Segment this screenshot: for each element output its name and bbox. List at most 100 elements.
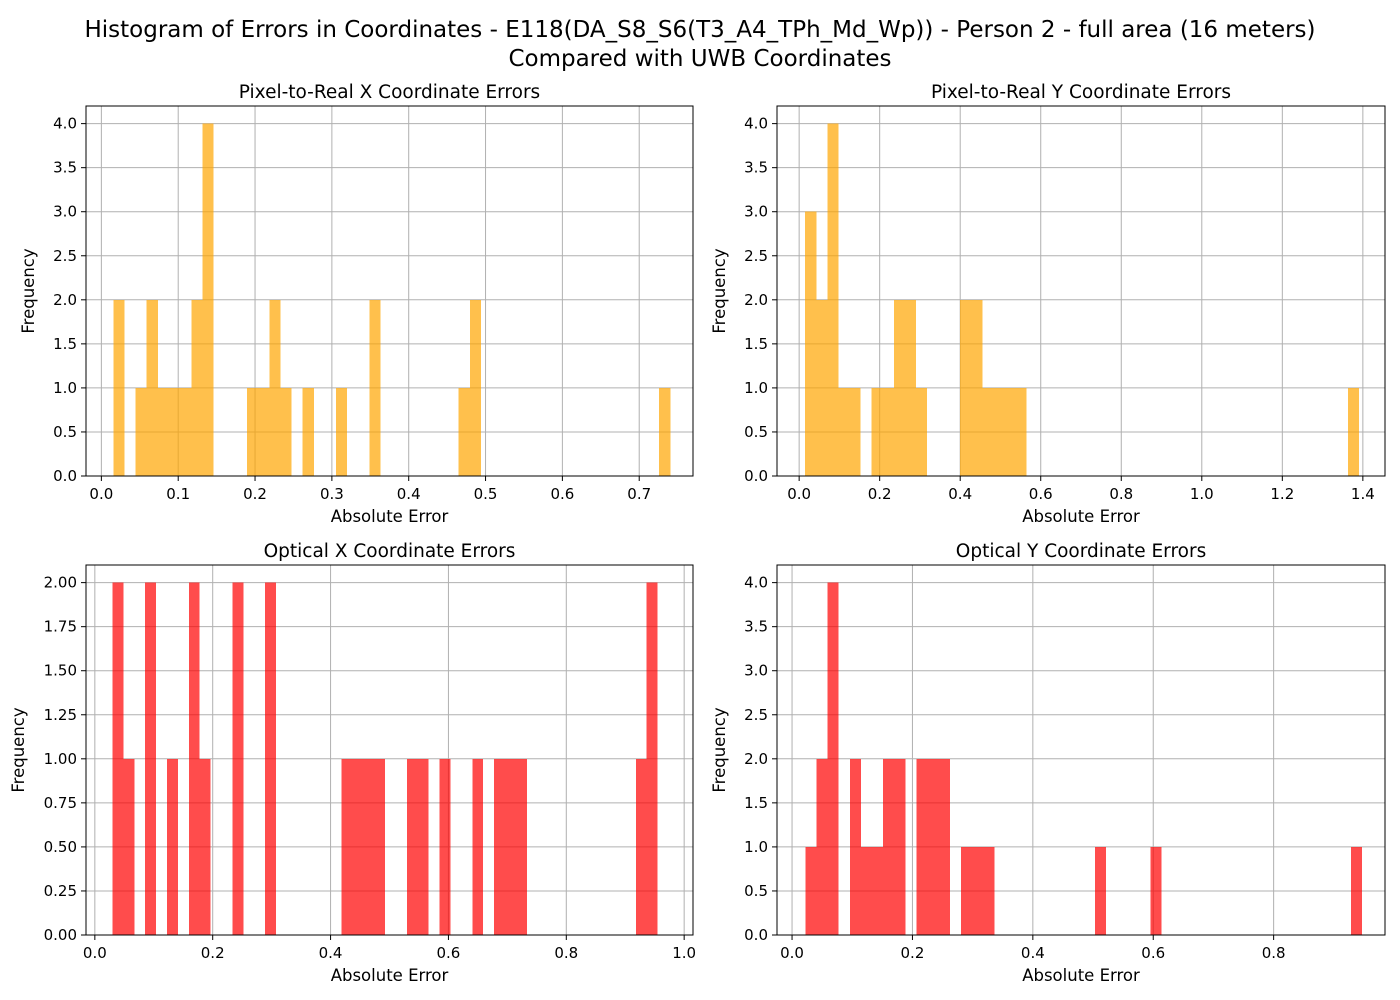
y-tick-label: 0.75 xyxy=(44,794,77,812)
histogram-bar xyxy=(417,758,429,935)
histogram-bar xyxy=(336,387,348,476)
histogram-bar xyxy=(341,758,353,935)
histogram-bar xyxy=(1150,846,1162,935)
y-tick-label: 0.5 xyxy=(744,882,768,900)
x-tick-label: 0.2 xyxy=(868,485,892,503)
x-axis-label: Absolute Error xyxy=(1022,507,1140,526)
x-tick-label: 0.4 xyxy=(1021,944,1045,962)
y-tick-label: 0.0 xyxy=(744,467,768,485)
y-tick-label: 2.5 xyxy=(53,247,77,265)
x-tick-label: 0.2 xyxy=(201,944,225,962)
histogram-bar xyxy=(916,758,928,935)
x-axis-label: Absolute Error xyxy=(1022,966,1140,985)
histogram-bar xyxy=(258,387,270,476)
histogram-bar xyxy=(265,582,277,935)
histogram-bar xyxy=(113,299,125,476)
y-tick-label: 0.0 xyxy=(53,467,77,485)
y-tick-label: 0.00 xyxy=(44,926,77,944)
y-tick-label: 4.0 xyxy=(53,115,77,133)
y-tick-label: 1.25 xyxy=(44,706,77,724)
histogram-bar xyxy=(960,299,972,476)
subplot-optical-x: 0.0 0.2 0.4 0.6 0.8 1.0 0.00 0.25 0.50 0.75 1.00 1.… xyxy=(9,541,696,985)
y-tick-label: 3.5 xyxy=(53,159,77,177)
x-tick-label: 0.1 xyxy=(166,485,190,503)
histogram-bar xyxy=(635,758,647,935)
y-tick-label: 1.5 xyxy=(53,335,77,353)
x-tick-label: 1.2 xyxy=(1270,485,1294,503)
histogram-bar xyxy=(232,582,244,935)
x-tick-label: 0.6 xyxy=(1029,485,1053,503)
histogram-bar xyxy=(180,387,192,476)
histogram-bar xyxy=(972,846,984,935)
subplot-title-pixel-to-real-y-coordinate-errors: Pixel-to-Real Y Coordinate Errors xyxy=(931,82,1231,103)
y-tick-label: 1.0 xyxy=(744,838,768,856)
axes-frame xyxy=(776,105,1386,477)
y-tick-label: 3.0 xyxy=(744,203,768,221)
y-tick-label: 1.5 xyxy=(744,794,768,812)
x-tick-label: 0.5 xyxy=(474,485,498,503)
histogram-bar xyxy=(971,299,983,476)
histogram-bar xyxy=(849,387,861,476)
histogram-bar xyxy=(369,299,381,476)
x-tick-label: 1.0 xyxy=(672,944,696,962)
y-tick-label: 0.5 xyxy=(744,423,768,441)
histogram-bar xyxy=(982,387,994,476)
histogram-bar xyxy=(1094,846,1106,935)
y-tick-label: 3.5 xyxy=(744,618,768,636)
y-axis-label: Frequency xyxy=(19,248,38,333)
histogram-bar xyxy=(827,582,839,935)
histogram-bar xyxy=(938,758,951,935)
y-tick-label: 3.0 xyxy=(53,203,77,221)
histogram-bar xyxy=(246,387,259,476)
axes-frame xyxy=(776,564,1386,936)
y-tick-label: 2.5 xyxy=(744,247,768,265)
x-tick-label: 0.0 xyxy=(83,944,107,962)
histogram-bar xyxy=(472,758,484,935)
x-axis-label: Absolute Error xyxy=(331,507,449,526)
histogram-bar xyxy=(505,758,516,935)
histogram-bar xyxy=(352,758,364,935)
histogram-bar xyxy=(145,582,157,935)
y-tick-label: 3.0 xyxy=(744,662,768,680)
histogram-bar xyxy=(469,299,481,476)
x-tick-label: 0.4 xyxy=(319,944,343,962)
histogram-bar xyxy=(827,123,839,476)
y-tick-label: 1.0 xyxy=(744,379,768,397)
y-tick-label: 1.00 xyxy=(44,750,77,768)
histogram-bar xyxy=(494,758,506,935)
figure-title-line-2: Compared with UWB Coordinates xyxy=(508,46,892,72)
y-tick-label: 1.50 xyxy=(44,662,77,680)
histogram-bar xyxy=(167,758,178,935)
histogram-bar xyxy=(805,211,817,476)
x-tick-label: 0.2 xyxy=(243,485,267,503)
y-tick-label: 0.5 xyxy=(53,423,77,441)
y-tick-label: 2.5 xyxy=(744,706,768,724)
histogram-bar xyxy=(849,758,861,935)
x-tick-label: 0.4 xyxy=(397,485,421,503)
histogram-bar xyxy=(659,387,671,476)
x-tick-label: 0.4 xyxy=(948,485,972,503)
y-tick-label: 0.25 xyxy=(44,882,77,900)
histogram-bar xyxy=(961,846,973,935)
subplot-pixel-to-real-x: 0.0 0.1 0.2 0.3 0.4 0.5 0.6 0.7 0.0 0.5 1.0 1.5 2.0 2… xyxy=(19,82,694,526)
figure-title: Histogram of Errors in Coordinates - E11… xyxy=(0,16,1400,74)
y-axis-label: Frequency xyxy=(9,707,28,792)
histogram-bar xyxy=(883,758,895,935)
histogram-bar xyxy=(302,387,314,476)
histogram-bar xyxy=(439,758,451,935)
y-tick-label: 0.50 xyxy=(44,838,77,856)
histogram-bar xyxy=(199,758,211,935)
y-tick-label: 2.0 xyxy=(744,291,768,309)
figure-title-line-1: Histogram of Errors in Coordinates - E11… xyxy=(84,17,1316,43)
x-tick-label: 0.8 xyxy=(1262,944,1286,962)
y-tick-label: 0.0 xyxy=(744,926,768,944)
histogram-bar xyxy=(1015,387,1027,476)
histogram-bar xyxy=(135,387,147,476)
y-tick-label: 2.00 xyxy=(44,574,77,592)
histogram-bar xyxy=(893,299,905,476)
histogram-bar xyxy=(871,387,883,476)
x-tick-label: 0.7 xyxy=(627,485,651,503)
histogram-bar xyxy=(646,582,658,935)
axes-frame xyxy=(85,105,694,477)
histogram-bar xyxy=(280,387,292,476)
